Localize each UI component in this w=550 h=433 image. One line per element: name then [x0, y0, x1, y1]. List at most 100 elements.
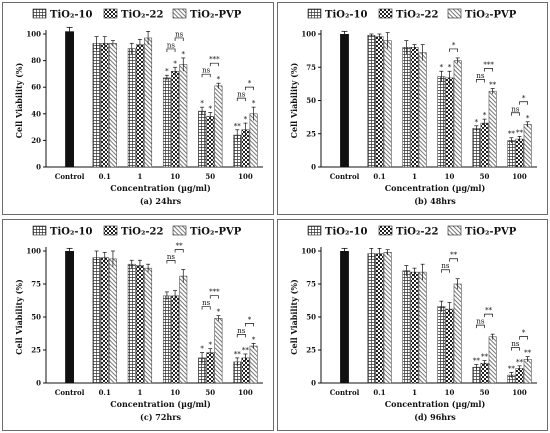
- legend-swatch: [103, 8, 118, 19]
- legend-swatch: [103, 225, 118, 236]
- bar: [445, 77, 454, 168]
- legend-label: TiO₂-22: [121, 10, 163, 21]
- bar: [162, 77, 171, 168]
- bracket-label: ns: [511, 340, 520, 348]
- bar: [198, 110, 207, 168]
- significance-bracket: ***: [483, 61, 494, 72]
- y-tick-label: 0: [311, 163, 316, 172]
- significance-bracket: ns: [166, 41, 176, 52]
- significance-mark: *: [209, 105, 213, 113]
- significance-mark: *: [475, 118, 479, 126]
- x-tick-label: 0.1: [99, 388, 111, 397]
- bar: [144, 267, 153, 384]
- significance-mark: *: [440, 64, 444, 72]
- bar: [135, 265, 144, 384]
- significance-bracket: ns: [476, 72, 485, 83]
- significance-mark: **: [516, 129, 524, 137]
- x-tick-label: 0.1: [373, 172, 385, 181]
- bar: [179, 275, 188, 384]
- bar: [162, 295, 171, 384]
- bracket-label: ns: [167, 41, 176, 49]
- x-tick-label: 100: [238, 388, 253, 397]
- legend-label: TiO₂-22: [396, 10, 438, 21]
- chart-caption: (a) 24hrs: [140, 196, 182, 206]
- bar: [453, 60, 462, 168]
- bracket-label: ***: [483, 61, 494, 69]
- bar: [249, 113, 258, 168]
- chart-svg: TiO₂-10 TiO₂-22 TiO₂-PVP 0 20 40 60 80 100 Cell V…: [14, 8, 263, 206]
- bar: [383, 252, 392, 384]
- chart-caption: (c) 72hrs: [140, 412, 181, 422]
- x-tick-label: 1: [412, 172, 417, 181]
- significance-bracket: ns: [174, 30, 184, 41]
- bracket-label: ***: [209, 56, 220, 64]
- legend-swatch: [378, 225, 393, 236]
- legend-label: TiO₂-10: [325, 227, 367, 238]
- y-tick-label: 75: [31, 280, 41, 289]
- y-tick-label: 0: [311, 379, 316, 388]
- significance-mark: *: [244, 116, 248, 124]
- chart-caption: (d) 96hrs: [414, 412, 456, 422]
- bar: [100, 257, 109, 384]
- bar: [171, 295, 180, 384]
- bar: [127, 263, 136, 384]
- significance-mark: *: [165, 68, 169, 76]
- bar: [206, 352, 215, 384]
- x-tick-label: Control: [55, 172, 85, 181]
- significance-mark: *: [200, 100, 204, 108]
- y-tick-label: 0: [36, 379, 41, 388]
- bracket-label: *: [452, 41, 456, 49]
- bar: [453, 283, 462, 384]
- bracket-label: **: [176, 242, 184, 250]
- significance-mark: *: [252, 100, 256, 108]
- significance-mark: *: [209, 341, 213, 349]
- x-tick-label: Control: [330, 388, 360, 397]
- x-tick-label: 50: [205, 388, 215, 397]
- bar: [402, 47, 411, 168]
- legend-label: TiO₂-PVP: [190, 10, 242, 21]
- legend: TiO₂-10 TiO₂-22 TiO₂-PVP: [32, 8, 242, 21]
- x-tick-label: Control: [330, 172, 360, 181]
- bar: [127, 48, 136, 168]
- bar: [410, 271, 419, 384]
- bracket-label: **: [450, 251, 458, 259]
- legend-swatch: [32, 8, 47, 19]
- significance-bracket: *: [245, 316, 254, 327]
- bar: [367, 35, 376, 168]
- bar: [480, 122, 489, 168]
- x-tick-label: 0.1: [99, 172, 111, 181]
- legend: TiO₂-10 TiO₂-22 TiO₂-PVP: [307, 8, 517, 21]
- x-tick-label: Control: [55, 388, 85, 397]
- bar: [437, 76, 446, 168]
- legend-swatch: [447, 8, 462, 19]
- y-tick-label: 75: [306, 63, 316, 72]
- bar: [100, 43, 109, 168]
- significance-bracket: ***: [209, 288, 220, 299]
- x-tick-label: 10: [170, 388, 180, 397]
- bar: [171, 70, 180, 168]
- bracket-label: ns: [167, 253, 176, 261]
- significance-mark: *: [182, 50, 186, 58]
- bracket-label: ***: [209, 288, 220, 296]
- significance-mark: **: [524, 349, 532, 357]
- significance-bracket: ns: [201, 67, 211, 78]
- bar: [480, 362, 489, 384]
- significance-bracket: ns: [201, 299, 211, 310]
- legend-label: TiO₂-10: [325, 10, 367, 21]
- legend-swatch: [447, 225, 462, 236]
- legend-label: TiO₂-10: [50, 10, 92, 21]
- bracket-label: ns: [441, 262, 450, 270]
- significance-mark: *: [217, 76, 221, 84]
- chart-svg: TiO₂-10 TiO₂-22 TiO₂-PVP 0 25 50 75 100 Cell Via…: [14, 225, 263, 422]
- bar: [214, 85, 223, 168]
- significance-bracket: *: [245, 80, 254, 91]
- chart-panel-c: TiO₂-10 TiO₂-22 TiO₂-PVP 0 25 50 75 100 Cell Via…: [2, 219, 274, 431]
- significance-mark: **: [234, 350, 242, 358]
- significance-bracket: ns: [166, 253, 176, 264]
- bracket-label: ns: [511, 105, 520, 113]
- significance-mark: **: [508, 365, 515, 373]
- y-axis-label: Cell Viability (%): [14, 279, 24, 355]
- bar: [108, 258, 117, 384]
- legend-swatch: [32, 225, 47, 236]
- x-axis-label: Concentration (µg/ml): [110, 399, 211, 409]
